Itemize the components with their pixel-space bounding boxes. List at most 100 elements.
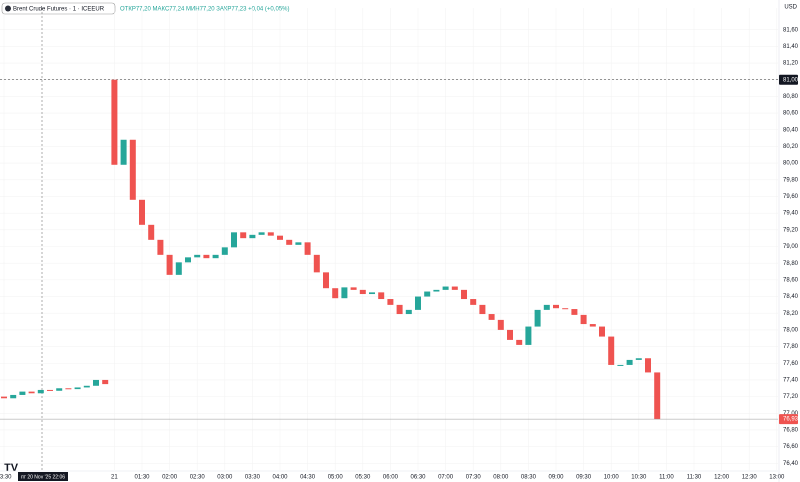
y-tick-label: 80,60: [783, 111, 799, 117]
y-tick-label: 78,20: [783, 311, 799, 317]
x-tick-label: 12:00: [714, 475, 730, 481]
x-tick-label: 07:30: [466, 475, 482, 481]
candle-body: [295, 242, 302, 245]
candle-body: [580, 314, 587, 325]
candle-body: [93, 379, 99, 386]
y-tick-label: 78,80: [783, 261, 799, 267]
candle-body: [350, 287, 357, 290]
x-tick-label: 07:00: [438, 475, 454, 481]
currency[interactable]: USD: [784, 5, 797, 11]
y-tick-label: 81,60: [783, 27, 799, 33]
candle-body: [212, 254, 219, 259]
candle-body: [359, 289, 366, 295]
x-tick-label: 09:30: [576, 475, 592, 481]
x-tick-label: 23:30: [0, 475, 12, 481]
candle-body: [139, 199, 145, 225]
candle-body: [387, 299, 394, 305]
candle-body: [203, 254, 210, 259]
candle-body: [645, 358, 651, 373]
y-tick-label: 81,20: [783, 61, 799, 67]
alert-label-bg: [779, 74, 798, 85]
symbol-box[interactable]: [1, 2, 116, 15]
candle-body: [599, 326, 605, 337]
candle-body: [37, 389, 44, 394]
candle-body: [442, 286, 449, 290]
candle-body: [286, 239, 293, 245]
candle-body: [10, 394, 17, 399]
candle-body: [451, 286, 458, 290]
x-tick-label: 12:30: [742, 475, 758, 481]
candle-body: [231, 232, 237, 248]
y-tick-label: 77,40: [783, 378, 799, 384]
logo[interactable]: TV: [4, 462, 19, 474]
x-tick-label: 01:30: [134, 475, 150, 481]
candle-body: [267, 232, 274, 236]
candle-body: [83, 385, 90, 388]
candle-body: [240, 232, 247, 239]
y-tick-label: 78,60: [783, 277, 799, 283]
price-label: 76,93: [783, 417, 799, 423]
y-tick-label: 79,60: [783, 194, 799, 200]
x-tick-label: 08:30: [521, 475, 537, 481]
candle-body: [74, 387, 81, 390]
candle-body: [111, 79, 118, 165]
candle-body: [543, 304, 550, 310]
candle-body: [589, 324, 596, 327]
y-tick-label: 78,40: [783, 294, 799, 300]
candle-body: [175, 262, 182, 275]
candle-body: [396, 304, 403, 315]
y-tick-label: 80,20: [783, 144, 799, 150]
x-tick-label: 10:00: [604, 475, 620, 481]
x-tick-label: 03:00: [217, 475, 233, 481]
candle-body: [654, 372, 661, 420]
x-tick-label: 09:00: [548, 475, 564, 481]
x-tick-label: 21: [111, 475, 118, 481]
x-tick-label: 04:30: [300, 475, 316, 481]
x-tick-label: 06:00: [383, 475, 399, 481]
candle-body: [497, 319, 504, 330]
candle-body: [249, 234, 256, 239]
x-tick-label: 08:00: [493, 475, 509, 481]
y-tick-label: 79,40: [783, 211, 799, 217]
x-tick-label: 05:30: [355, 475, 371, 481]
candle-body: [258, 232, 265, 235]
candle-body: [194, 254, 201, 258]
candle-body: [28, 391, 35, 394]
x-tick-label: 04:00: [272, 475, 288, 481]
y-tick-label: 76,80: [783, 428, 799, 434]
candle-body: [313, 254, 320, 273]
y-tick-label: 80,40: [783, 127, 799, 133]
x-tick-label: 13:00: [769, 475, 785, 481]
candle-body: [378, 292, 385, 300]
candle-body: [608, 336, 615, 365]
candle-body: [461, 289, 467, 300]
y-tick-label: 80,00: [783, 161, 799, 167]
candle-body: [1, 396, 7, 399]
y-tick-label: 77,80: [783, 344, 799, 350]
candle-body: [507, 329, 513, 340]
candle-body: [323, 272, 329, 289]
candle-body: [47, 389, 53, 391]
candle-body: [424, 291, 431, 297]
y-tick-label: 80,80: [783, 94, 799, 100]
y-tick-label: 79,00: [783, 244, 799, 250]
x-tick-label: 11:00: [659, 475, 674, 481]
x-tick-label: 02:30: [190, 475, 206, 481]
candle-body: [516, 339, 523, 345]
symbol-title[interactable]: Brent Crude Futures · 1 · ICEEUR: [13, 7, 105, 13]
candle-body: [488, 314, 495, 320]
candle-body: [553, 304, 559, 309]
candle-body: [405, 309, 412, 315]
candle-body: [157, 239, 164, 255]
candle-body: [56, 388, 63, 391]
candle-body: [626, 359, 633, 365]
price-label-bg: [779, 414, 798, 425]
candle-body: [102, 379, 109, 385]
candle-body: [369, 292, 375, 295]
y-tick-label: 79,20: [783, 227, 799, 233]
crosshair-label: пт 20 Nov '25 22:06: [21, 474, 65, 480]
candle-body: [221, 247, 228, 255]
candle-body: [277, 235, 283, 240]
candle-body: [341, 287, 348, 299]
